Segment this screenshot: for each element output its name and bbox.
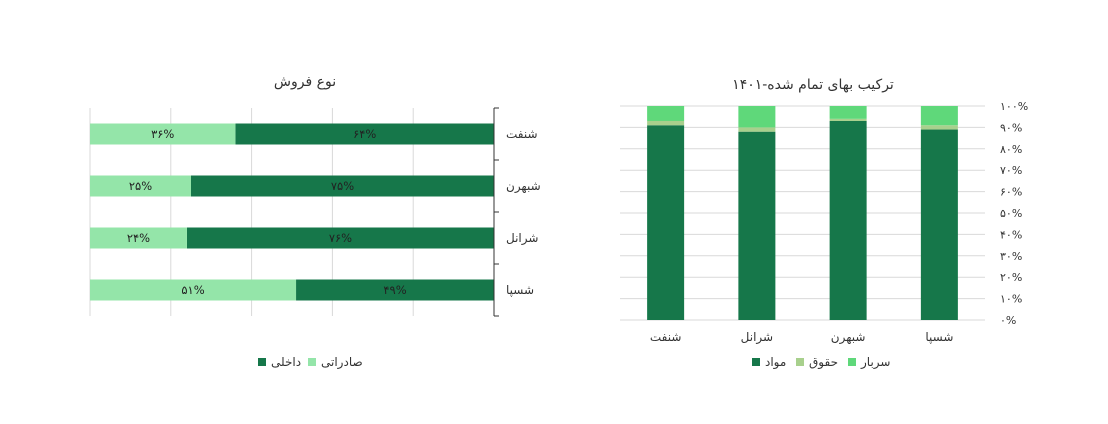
bar-mavad [920, 129, 958, 320]
cost-composition-chart: ترکیب بهای تمام شده-۱۴۰۱ ۰% ۱۰% ۲۰% ۳۰% ۴۰% ۵… [620, 77, 1028, 370]
y-tick-label: ۱۰% [1000, 293, 1022, 306]
y-tick-label: ۵۰% [1000, 207, 1022, 220]
y-tick-label: ۲۰% [1000, 271, 1022, 284]
y-tick-label: ۸۰% [1000, 143, 1022, 156]
bar-sarbar [920, 106, 958, 126]
bar-mavad [738, 131, 776, 320]
y-tick-label: ۳۰% [1000, 250, 1022, 263]
cost-composition-title: ترکیب بهای تمام شده-۱۴۰۱ [732, 77, 894, 93]
y-tick-label: ۰% [1000, 314, 1016, 327]
data-label-saderati: ۳۶% [151, 127, 174, 141]
data-label-saderati: ۲۵% [129, 179, 152, 193]
category-label: شسپا [506, 283, 534, 297]
y-tick-label: ۹۰% [1000, 121, 1022, 134]
bar-saderati [90, 279, 297, 301]
bar-hoghugh [920, 125, 958, 130]
category-label: شرانل [506, 231, 538, 246]
data-label-dakheli: ۷۶% [329, 231, 352, 245]
bar-saderati [90, 227, 187, 249]
category-label: شبهرن [506, 179, 541, 194]
bar-hoghugh [738, 127, 776, 132]
legend-label-hoghugh: حقوق [809, 355, 838, 370]
sales-type-bars: ۶۴% ۳۶% ۷۵% ۲۵% ۷۶% ۲۴% ۴۹% ۵۱% [90, 123, 494, 301]
y-tick-label: ۶۰% [1000, 186, 1022, 199]
legend-swatch-sarbar [848, 358, 856, 366]
bar-saderati [90, 123, 236, 145]
y-tick-label: ۴۰% [1000, 228, 1022, 241]
bar-sarbar [738, 106, 776, 128]
legend-swatch-dakheli [258, 358, 266, 366]
category-label: شبهرن [831, 330, 866, 345]
cost-composition-legend: مواد حقوق سربار [752, 355, 890, 370]
legend-label-dakheli: داخلی [271, 355, 301, 369]
category-label: شنفت [506, 127, 538, 141]
category-label: شسپا [925, 330, 953, 344]
cost-composition-axis: ۰% ۱۰% ۲۰% ۳۰% ۴۰% ۵۰% ۶۰% ۷۰% ۸۰% ۹۰% ۱۰۰% شنفت شرا… [650, 100, 1028, 345]
bar-mavad [829, 120, 867, 320]
sales-type-title: نوع فروش [274, 74, 336, 90]
category-label: شنفت [650, 330, 682, 344]
bar-dakheli [186, 227, 494, 249]
data-label-dakheli: ۶۴% [353, 127, 376, 141]
legend-label-sarbar: سربار [860, 355, 890, 370]
bar-sarbar [829, 106, 867, 119]
sales-type-axis: شنفت شبهرن شرانل شسپا [493, 107, 541, 317]
sales-type-legend: داخلی صادراتی [258, 355, 363, 370]
legend-label-saderati: صادراتی [321, 355, 363, 370]
category-label: شرانل [741, 330, 773, 345]
bar-hoghugh [647, 120, 685, 126]
bar-saderati [90, 175, 191, 197]
bar-mavad [647, 125, 685, 320]
bar-dakheli [296, 279, 494, 301]
y-tick-label: ۷۰% [1000, 164, 1022, 177]
legend-swatch-hoghugh [796, 358, 804, 366]
legend-label-mavad: مواد [765, 355, 786, 370]
legend-swatch-mavad [752, 358, 760, 366]
y-tick-label: ۱۰۰% [1000, 100, 1028, 113]
cost-composition-bars [647, 106, 958, 320]
legend-swatch-saderati [308, 358, 316, 366]
data-label-dakheli: ۴۹% [383, 283, 406, 297]
bar-dakheli [191, 175, 494, 197]
bar-dakheli [235, 123, 494, 145]
data-label-saderati: ۵۱% [181, 283, 204, 297]
bar-hoghugh [829, 118, 867, 121]
bar-sarbar [647, 106, 685, 121]
data-label-dakheli: ۷۵% [331, 179, 354, 193]
data-label-saderati: ۲۴% [127, 231, 150, 245]
sales-type-chart: نوع فروش ۶۴% ۳۶% ۷۵% ۲۵% ۷۶% ۲۴% ۴۹% ۵۱% شنفت شب… [89, 74, 541, 370]
